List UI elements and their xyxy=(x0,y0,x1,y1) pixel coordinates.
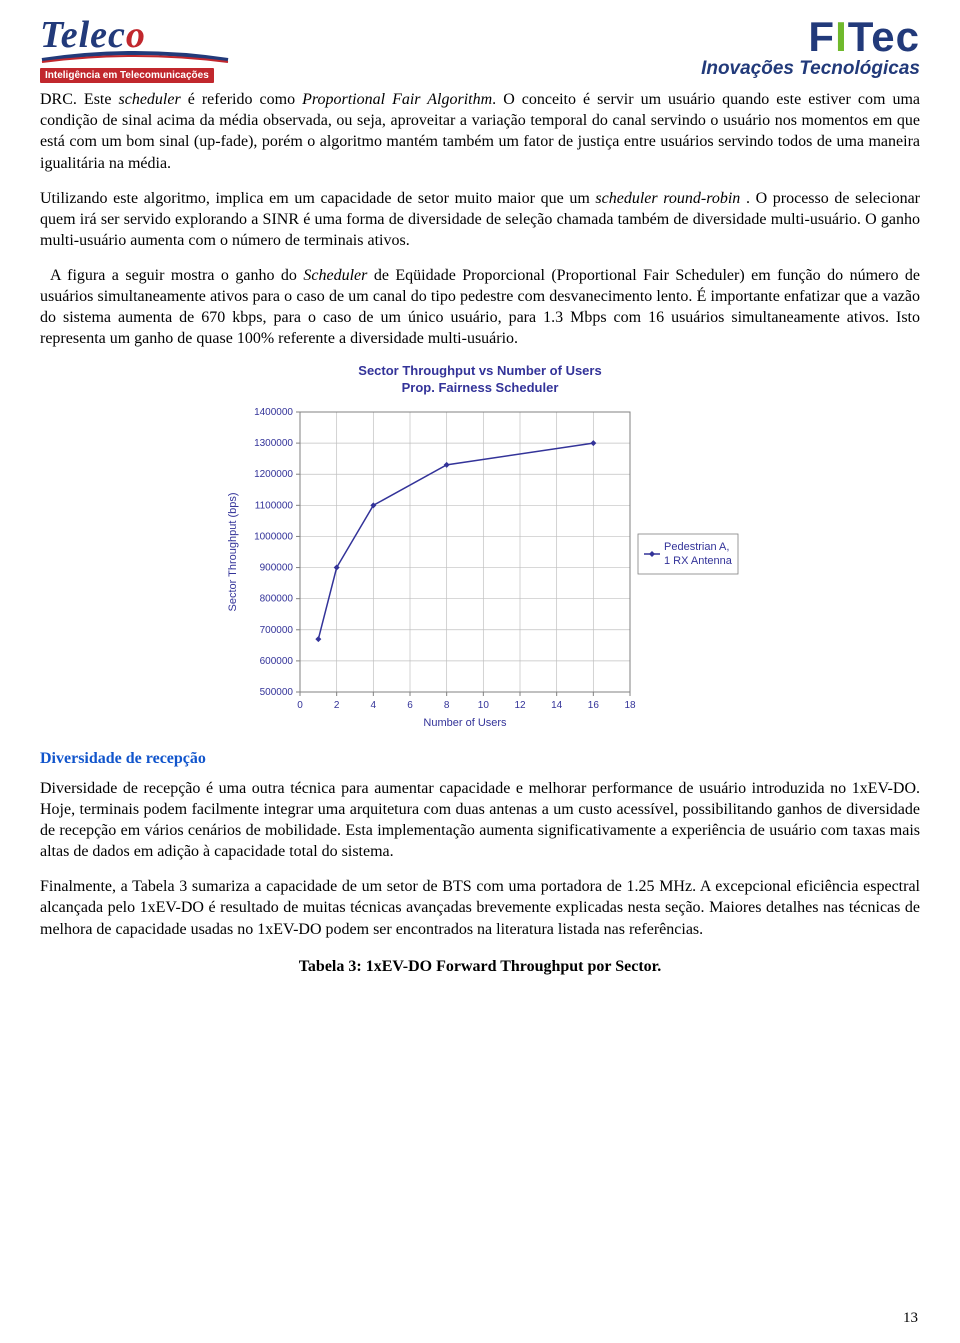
paragraph-2: Utilizando este algoritmo, implica em um… xyxy=(40,188,920,251)
svg-text:600000: 600000 xyxy=(260,656,294,667)
page-number: 13 xyxy=(903,1310,918,1327)
svg-text:1400000: 1400000 xyxy=(254,407,293,418)
svg-text:12: 12 xyxy=(514,700,526,711)
svg-text:4: 4 xyxy=(371,700,377,711)
teleco-text-b: o xyxy=(126,14,146,56)
svg-text:10: 10 xyxy=(478,700,490,711)
paragraph-1: DRC. Este scheduler é referido como Prop… xyxy=(40,89,920,173)
fitec-a: F xyxy=(808,13,835,60)
p1-em-b: scheduler xyxy=(119,91,181,108)
p2-text-a: Utilizando este algoritmo, implica em um… xyxy=(40,190,595,207)
svg-text:500000: 500000 xyxy=(260,687,294,698)
p3-em-b: Scheduler xyxy=(303,267,367,284)
svg-text:18: 18 xyxy=(624,700,636,711)
paragraph-4: Diversidade de recepção é uma outra técn… xyxy=(40,778,920,862)
teleco-logo: Teleco Inteligência em Telecomunicações xyxy=(40,18,240,83)
svg-text:900000: 900000 xyxy=(260,562,294,573)
page-header: Teleco Inteligência em Telecomunicações … xyxy=(40,18,920,83)
svg-text:700000: 700000 xyxy=(260,625,294,636)
p1-text-c: é referido como xyxy=(181,91,302,108)
svg-text:1200000: 1200000 xyxy=(254,469,293,480)
svg-text:6: 6 xyxy=(407,700,413,711)
section-heading-diversidade: Diversidade de recepção xyxy=(40,750,920,768)
teleco-tagline: Inteligência em Telecomunicações xyxy=(40,68,214,83)
p3-text-a: A figura a seguir mostra o ganho do xyxy=(50,267,303,284)
throughput-chart: Sector Throughput vs Number of UsersProp… xyxy=(220,363,740,732)
svg-text:800000: 800000 xyxy=(260,594,294,605)
svg-text:Sector Throughput (bps): Sector Throughput (bps) xyxy=(227,492,239,611)
paragraph-5: Finalmente, a Tabela 3 sumariza a capaci… xyxy=(40,876,920,939)
svg-text:2: 2 xyxy=(334,700,340,711)
teleco-text-a: Telec xyxy=(40,14,126,56)
fitec-subtitle: Inovações Tecnológicas xyxy=(660,58,920,80)
paragraph-3: A figura a seguir mostra o ganho do Sche… xyxy=(40,265,920,349)
svg-text:Pedestrian A,: Pedestrian A, xyxy=(664,541,729,553)
svg-text:14: 14 xyxy=(551,700,563,711)
svg-text:16: 16 xyxy=(588,700,600,711)
p1-em-d: Proportional Fair Algorithm xyxy=(302,91,492,108)
fitec-c: Tec xyxy=(848,13,920,60)
fitec-logo: FITec Inovações Tecnológicas xyxy=(660,18,920,80)
svg-text:Number of Users: Number of Users xyxy=(423,717,507,729)
teleco-wordmark: Teleco xyxy=(40,18,240,52)
chart-svg: 500000 600000 700000 800000 900000 1000000 110… xyxy=(220,402,740,732)
p1-text-a: DRC. Este xyxy=(40,91,119,108)
svg-text:1300000: 1300000 xyxy=(254,438,293,449)
svg-text:1000000: 1000000 xyxy=(254,531,293,542)
table-caption: Tabela 3: 1xEV-DO Forward Throughput por… xyxy=(40,958,920,976)
svg-text:1100000: 1100000 xyxy=(255,500,294,511)
svg-text:0: 0 xyxy=(297,700,303,711)
fitec-b: I xyxy=(835,13,848,60)
svg-text:8: 8 xyxy=(444,700,450,711)
fitec-wordmark: FITec xyxy=(660,18,920,56)
chart-title: Sector Throughput vs Number of UsersProp… xyxy=(220,363,740,396)
p2-em-b: scheduler round-robin xyxy=(595,190,740,207)
svg-text:1 RX Antenna: 1 RX Antenna xyxy=(664,555,733,567)
